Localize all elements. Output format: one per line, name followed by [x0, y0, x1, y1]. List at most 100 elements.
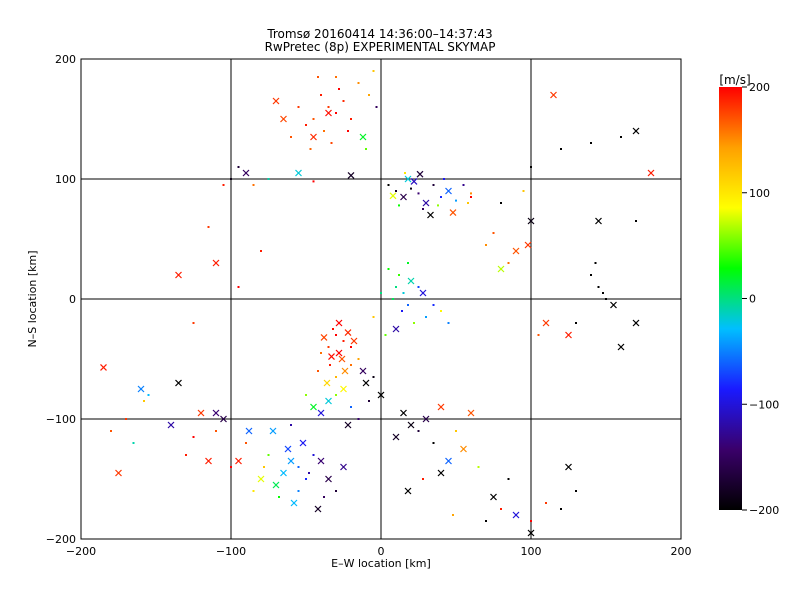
point-dot: [443, 178, 445, 180]
point-dot: [575, 322, 577, 324]
point-dot: [485, 520, 487, 522]
point-dot: [537, 334, 540, 336]
point-dot: [404, 172, 406, 174]
colorbar-ticks: −200 −100 0 100 200: [742, 81, 779, 517]
point-cross: [437, 403, 445, 411]
point-dot: [602, 292, 604, 294]
point-dot: [335, 394, 337, 396]
point-cross: [419, 289, 427, 297]
point-dot: [320, 352, 322, 354]
colorbar-tick-label: −100: [749, 398, 779, 411]
point-dot: [357, 418, 360, 420]
point-cross: [340, 385, 347, 393]
point-dot: [110, 430, 112, 432]
y-axis-label: N–S location [km]: [26, 250, 39, 347]
point-dot: [327, 106, 330, 108]
point-cross: [467, 409, 475, 417]
point-cross: [310, 133, 317, 141]
colorbar-tick-label: −200: [749, 504, 779, 517]
point-dot: [308, 472, 310, 474]
point-cross: [392, 325, 400, 333]
y-tick-label: −200: [46, 533, 76, 546]
point-cross: [310, 403, 317, 411]
point-dot: [312, 118, 315, 120]
point-cross: [422, 199, 430, 207]
point-dot: [357, 82, 360, 84]
point-dot: [237, 286, 240, 288]
point-dot: [485, 244, 487, 246]
point-cross: [404, 175, 412, 183]
point-dot: [192, 322, 195, 324]
point-cross: [272, 97, 280, 105]
point-dot: [335, 112, 337, 114]
point-dot: [395, 286, 397, 288]
point-cross: [115, 469, 122, 477]
point-dot: [372, 376, 375, 378]
point-dot: [317, 76, 319, 78]
point-dot: [230, 466, 232, 468]
point-dot: [402, 292, 405, 294]
point-cross: [280, 115, 287, 123]
point-dot: [330, 142, 333, 144]
y-tick-label: −100: [46, 413, 76, 426]
point-dot: [575, 490, 577, 492]
point-dot: [440, 310, 442, 312]
point-cross: [340, 463, 347, 471]
x-tick-label: 100: [521, 545, 542, 558]
point-dot: [462, 184, 465, 186]
point-dot: [350, 364, 352, 366]
point-cross: [392, 433, 400, 441]
point-dot: [147, 394, 150, 396]
point-cross: [100, 363, 107, 371]
point-dot: [335, 334, 337, 336]
point-cross: [290, 499, 298, 507]
point-cross: [323, 379, 331, 387]
point-dot: [320, 94, 322, 96]
point-dot: [252, 490, 255, 492]
point-dot: [329, 364, 331, 366]
point-dot: [392, 298, 394, 300]
point-dot: [395, 190, 397, 192]
point-dot: [375, 106, 378, 108]
point-dot: [387, 268, 390, 270]
point-dot: [425, 316, 427, 318]
point-cross: [272, 481, 280, 489]
point-dot: [290, 136, 292, 138]
point-cross: [632, 319, 640, 327]
point-cross: [317, 457, 325, 465]
point-dot: [245, 442, 247, 444]
point-dot: [422, 208, 424, 210]
point-cross: [212, 409, 220, 417]
point-cross: [350, 337, 358, 345]
y-tick-label: 0: [69, 293, 76, 306]
point-dot: [492, 232, 495, 234]
point-cross: [449, 209, 457, 217]
point-dot: [323, 130, 325, 132]
point-cross: [325, 475, 332, 483]
point-dot: [323, 496, 325, 498]
point-dot: [407, 262, 409, 264]
point-cross: [344, 421, 352, 429]
point-cross: [527, 217, 535, 225]
point-cross: [269, 427, 277, 435]
x-tick-label: 0: [378, 545, 385, 558]
x-axis-label: E–W location [km]: [331, 557, 431, 570]
point-cross: [328, 353, 335, 361]
point-dot: [305, 124, 307, 126]
point-dot: [222, 184, 225, 186]
point-dot: [347, 130, 349, 132]
point-dot: [357, 358, 360, 360]
point-cross: [422, 415, 430, 423]
point-cross: [212, 259, 220, 267]
point-dot: [297, 466, 300, 468]
point-cross: [445, 457, 452, 465]
point-dot: [372, 70, 375, 72]
point-dot: [452, 514, 454, 516]
point-cross: [325, 109, 332, 117]
point-cross: [137, 385, 145, 393]
point-dot: [267, 454, 270, 456]
point-cross: [205, 457, 212, 465]
point-dot: [413, 322, 415, 324]
point-cross: [400, 193, 407, 201]
colorbar: [m/s] −200 −100 0 100 200: [719, 73, 779, 517]
